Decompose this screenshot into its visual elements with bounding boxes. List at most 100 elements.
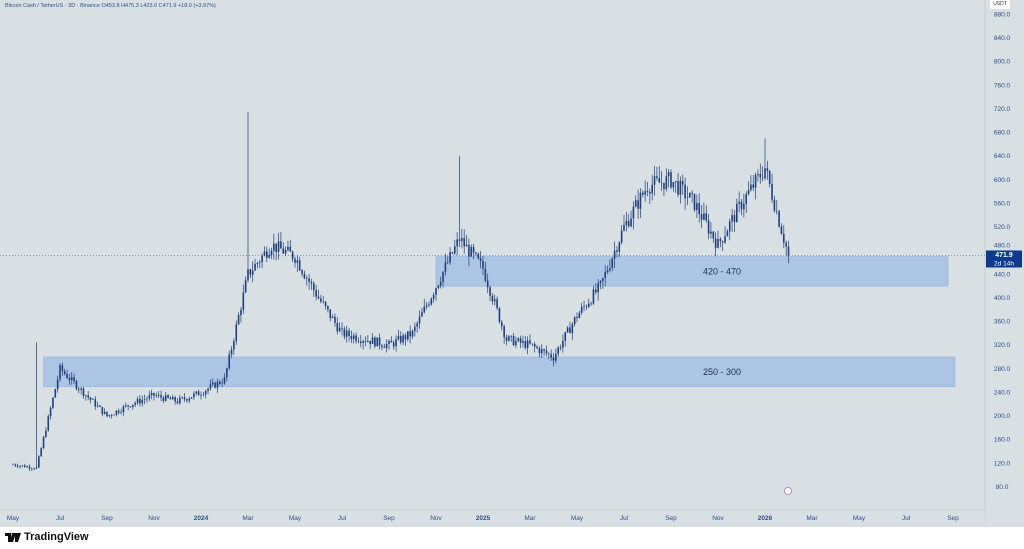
candle-body (80, 388, 82, 390)
candle-body (268, 254, 270, 258)
candle-body (747, 190, 750, 195)
candle-body (240, 309, 242, 316)
candle-body (96, 405, 99, 407)
currency-button[interactable]: USDT (990, 0, 1010, 9)
candle-body (569, 327, 571, 334)
candle-body (613, 250, 616, 259)
candle-body (761, 177, 764, 179)
price-tick-label: 840.0 (994, 35, 1011, 42)
candle-body (160, 394, 162, 398)
candle-body (167, 395, 169, 398)
candle-body (197, 391, 200, 396)
price-tick-label: 440.0 (994, 271, 1011, 278)
candle-body (787, 246, 790, 256)
support-zone (435, 256, 949, 287)
candle-body (564, 332, 567, 341)
candle-body (183, 397, 186, 400)
candle-body (623, 224, 625, 231)
candle-body (28, 466, 31, 469)
candle-body (712, 231, 715, 239)
candle-body (736, 203, 738, 223)
candle-body (219, 381, 221, 384)
candle-body (108, 415, 111, 417)
candle-body (73, 377, 75, 382)
candle-body (40, 448, 42, 457)
price-tick-label: 120.0 (994, 460, 1011, 467)
time-tick-label: May (289, 515, 302, 522)
candle-body (233, 341, 235, 350)
candle-body (750, 184, 752, 191)
candle-body (23, 465, 26, 468)
candle-body (195, 391, 198, 394)
candle-body (703, 213, 705, 220)
price-tick-label: 880.0 (994, 11, 1011, 18)
candle-body (381, 345, 383, 348)
candle-body (256, 263, 259, 264)
candle-body (446, 262, 449, 264)
candle-body (193, 393, 195, 398)
candle-body (432, 294, 435, 299)
time-tick-label: May (853, 515, 866, 522)
candle-body (85, 395, 87, 396)
time-tick-label: 2024 (194, 515, 209, 522)
candle-body (644, 191, 646, 195)
candle-body (294, 258, 296, 263)
candle-body (172, 397, 174, 400)
candle-body (308, 278, 310, 282)
candle-body (566, 327, 569, 333)
candle-body (101, 406, 104, 414)
candle-body (186, 399, 188, 401)
candle-body (423, 306, 426, 313)
candle-body (414, 326, 416, 331)
candle-body (68, 378, 71, 381)
candle-body (540, 349, 543, 354)
candle-body (322, 301, 324, 303)
candle-body (209, 384, 212, 389)
candle-body (378, 337, 381, 346)
candle-body (226, 368, 228, 378)
candle-body (157, 394, 160, 396)
candle-body (752, 184, 755, 188)
candle-body (174, 397, 176, 402)
time-tick-label: May (571, 515, 584, 522)
candle-body (552, 357, 555, 361)
candle-body (519, 338, 522, 343)
candle-body (479, 258, 482, 261)
candle-body (562, 340, 564, 348)
candle-body (141, 399, 144, 404)
candle-body (731, 215, 733, 222)
candle-body (651, 184, 653, 194)
time-tick-label: Jul (338, 515, 347, 522)
time-tick-label: Jul (56, 515, 65, 522)
price-chart[interactable]: 880.0 840.0 800.0 760.0 720.0 680.0 640.0 600.0… (0, 0, 1024, 527)
candle-body (146, 398, 148, 400)
candle-body (587, 303, 590, 307)
candle-body (646, 191, 649, 192)
candle-body (595, 289, 597, 293)
candle-body (663, 182, 665, 190)
candle-body (743, 203, 745, 210)
candle-body (660, 182, 663, 184)
chart-svg[interactable]: 880.0 840.0 800.0 760.0 720.0 680.0 640.0 600.0… (0, 0, 1024, 527)
candle-body (315, 290, 317, 297)
candle-body (681, 180, 684, 185)
candle-body (383, 347, 386, 348)
candle-body (176, 401, 179, 404)
candle-body (604, 271, 606, 279)
candle-body (689, 192, 691, 198)
candle-body (501, 322, 503, 327)
candle-body (634, 200, 637, 207)
candle-body (510, 335, 512, 337)
candle-body (632, 206, 635, 219)
last-price-badge (986, 250, 1022, 268)
candle-body (280, 241, 282, 249)
candle-body (310, 281, 313, 284)
candle-body (409, 331, 411, 337)
candle-body (282, 248, 285, 254)
candle-body (451, 252, 454, 254)
candle-body (287, 246, 289, 251)
candle-body (667, 172, 670, 177)
candle-body (428, 304, 430, 306)
candle-body (296, 260, 299, 263)
candle-body (745, 194, 747, 204)
